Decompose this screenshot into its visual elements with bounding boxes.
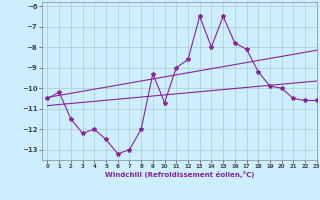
X-axis label: Windchill (Refroidissement éolien,°C): Windchill (Refroidissement éolien,°C) (105, 171, 254, 178)
